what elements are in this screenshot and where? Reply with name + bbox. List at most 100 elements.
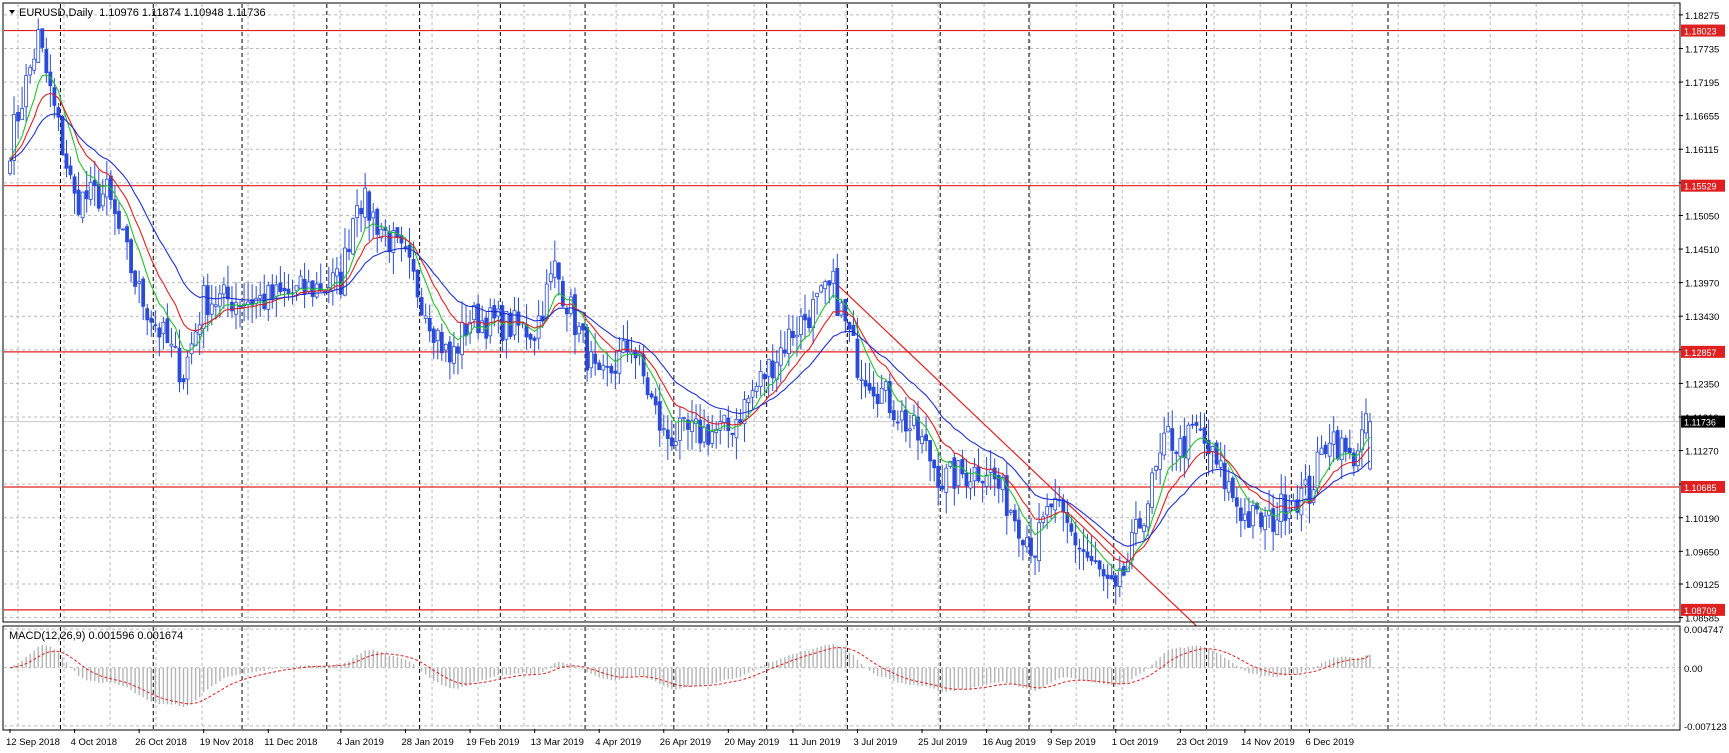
- candle-body: [395, 227, 400, 238]
- candle-body: [1343, 437, 1348, 453]
- candle-body: [1037, 522, 1041, 562]
- candle-body: [1234, 497, 1239, 507]
- candle-body: [456, 346, 460, 354]
- candle-body: [8, 160, 12, 174]
- candle-body: [84, 190, 89, 200]
- candle-body: [847, 322, 852, 330]
- candle-body: [920, 436, 924, 445]
- candle-body: [1295, 499, 1300, 513]
- candle-body: [1081, 549, 1086, 552]
- candle-body: [80, 191, 85, 219]
- candle-body: [391, 230, 396, 253]
- candle-body: [1105, 574, 1110, 579]
- candle-body: [1045, 506, 1050, 516]
- candle-body: [32, 58, 37, 71]
- candle-body: [1158, 452, 1163, 470]
- candle-body: [76, 189, 81, 215]
- macd-axis[interactable]: 0.004747 0.00 -0.007123: [1684, 625, 1727, 733]
- date-axis[interactable]: 12 Sep 2018 4 Oct 2018 26 Oct 2018 19 Nov 2…: [6, 729, 1354, 748]
- candle-body: [1000, 477, 1005, 491]
- candle-body: [686, 419, 690, 430]
- candle-body: [306, 281, 311, 293]
- candle-body: [1017, 519, 1021, 539]
- candle-body: [702, 427, 707, 443]
- candle-body: [1053, 497, 1058, 511]
- candle-body: [177, 347, 182, 383]
- date-tick-label: 11 Jun 2019: [789, 737, 841, 748]
- candle-body: [185, 356, 190, 380]
- candle-body: [1351, 452, 1356, 467]
- candle-body: [217, 293, 222, 307]
- candle-body: [940, 485, 945, 490]
- candle-body: [839, 302, 844, 316]
- candle-body: [250, 299, 255, 306]
- candle-body: [504, 311, 509, 340]
- level-label-box: [1681, 179, 1725, 192]
- candle-body: [153, 324, 158, 327]
- macd-tick-label: -0.007123: [1684, 722, 1727, 733]
- candle-body: [1029, 537, 1033, 556]
- candle-body: [673, 441, 678, 446]
- candle-body: [1134, 519, 1138, 534]
- candle-body: [516, 311, 521, 326]
- candle-body: [161, 321, 166, 335]
- date-tick-label: 16 Aug 2019: [983, 737, 1036, 748]
- candle-body: [560, 281, 565, 307]
- candle-body: [528, 334, 533, 340]
- candle-body: [282, 287, 287, 292]
- candle-body: [1021, 540, 1025, 546]
- candle-body: [597, 362, 602, 371]
- candle-body: [347, 248, 351, 253]
- candle-body: [928, 440, 933, 462]
- candle-body: [1101, 569, 1106, 577]
- candle-body: [439, 331, 444, 354]
- candle-body: [1174, 451, 1179, 454]
- candle-body: [1012, 509, 1017, 522]
- symbol-header: EURUSD,Daily 1.10976 1.11874 1.10948 1.1…: [19, 7, 266, 19]
- date-tick-label: 4 Oct 2018: [71, 737, 117, 748]
- candle-body: [226, 286, 230, 300]
- price-tick-label: 1.16655: [1685, 112, 1719, 123]
- candle-body: [28, 66, 33, 76]
- candle-body: [1025, 537, 1029, 548]
- candle-body: [621, 340, 626, 353]
- price-tick-label: 1.15050: [1685, 211, 1719, 222]
- candle-body: [1319, 447, 1324, 456]
- level-label-box: [1681, 603, 1725, 616]
- candle-body: [181, 378, 186, 383]
- candle-body: [411, 259, 416, 272]
- candle-body: [165, 318, 170, 344]
- candle-body: [851, 324, 856, 336]
- candle-body: [548, 273, 553, 282]
- candle-body: [1222, 462, 1227, 490]
- candle-body: [258, 295, 263, 299]
- candle-body: [443, 343, 448, 351]
- candle-body: [60, 115, 65, 156]
- candle-body: [879, 387, 884, 404]
- candle-body: [1323, 444, 1328, 455]
- price-tick-label: 1.17735: [1685, 44, 1719, 55]
- price-tick-label: 1.16115: [1685, 145, 1719, 156]
- candle-body: [1085, 551, 1090, 558]
- dropdown-arrow-icon[interactable]: [9, 10, 15, 14]
- level-label: 1.08709: [1684, 606, 1717, 616]
- candle-body: [20, 108, 25, 120]
- candle-body: [1335, 430, 1340, 460]
- candle-body: [952, 457, 957, 489]
- candle-body: [831, 270, 836, 284]
- candle-body: [887, 381, 892, 414]
- candle-body: [593, 353, 598, 364]
- candle-body: [145, 308, 150, 321]
- candle-body: [40, 28, 45, 48]
- candle-body: [1218, 460, 1223, 468]
- macd-header: MACD(12,26,9) 0.001596 0.001674: [9, 630, 183, 642]
- candle-body: [770, 360, 775, 379]
- candle-body: [766, 358, 771, 377]
- macd-indicator: [9, 643, 1371, 707]
- candle-body: [754, 385, 759, 392]
- candle-body: [835, 267, 840, 317]
- price-tick-label: 1.13430: [1685, 312, 1719, 323]
- candle-body: [36, 29, 41, 63]
- level-label: 1.10685: [1684, 483, 1717, 493]
